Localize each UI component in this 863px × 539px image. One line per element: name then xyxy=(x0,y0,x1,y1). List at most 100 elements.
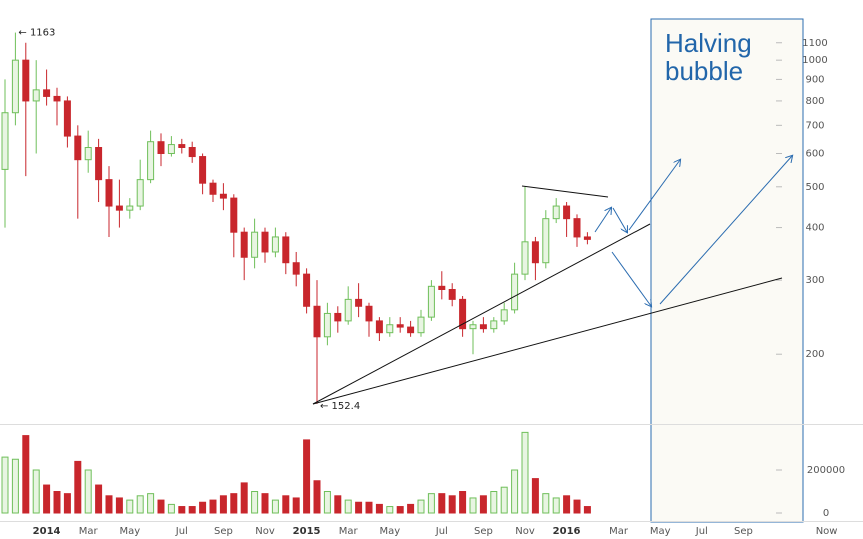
volume-bar xyxy=(303,439,311,514)
x-tick-label: Mar xyxy=(609,526,629,537)
volume-bar xyxy=(521,431,529,514)
candle-body xyxy=(84,147,92,161)
volume-bar xyxy=(126,499,134,514)
x-tick-label: Mar xyxy=(79,526,99,537)
y-tick-label: 200 xyxy=(805,349,824,360)
volume-bar xyxy=(563,495,571,514)
volume-bar xyxy=(95,484,103,514)
x-tick-label: May xyxy=(379,526,400,537)
y-tick-label: 500 xyxy=(805,182,824,193)
volume-bar xyxy=(251,491,259,514)
x-tick-label: Jul xyxy=(175,526,188,537)
x-tick-label: Nov xyxy=(515,526,535,537)
candle-body xyxy=(511,273,519,311)
annotation: ← 1163 xyxy=(18,28,55,39)
x-tick-label: Nov xyxy=(255,526,275,537)
x-tick-label: Sep xyxy=(734,526,753,537)
candle-body xyxy=(32,89,40,102)
volume-bar xyxy=(459,491,467,514)
volume-bar xyxy=(43,484,51,514)
volume-bar xyxy=(500,486,508,514)
x-tick-label: 2016 xyxy=(553,526,581,537)
candle-body xyxy=(542,218,550,264)
volume-bar xyxy=(323,491,331,514)
candle-body xyxy=(448,288,456,300)
volume-bar xyxy=(105,495,113,514)
volume-bar xyxy=(334,495,342,514)
candle-body xyxy=(188,147,196,158)
x-tick-label: 2015 xyxy=(293,526,321,537)
candle-body xyxy=(323,312,331,338)
x-tick-label: Sep xyxy=(474,526,493,537)
x-tick-label: Jul xyxy=(695,526,708,537)
candle-body xyxy=(178,144,186,149)
volume-bar xyxy=(261,493,269,514)
volume-bar xyxy=(167,503,175,514)
candle-body xyxy=(386,324,394,334)
volume-bar xyxy=(292,497,300,514)
candle-body xyxy=(303,273,311,307)
y-tick-label: 800 xyxy=(805,96,824,107)
y-tick-label: 600 xyxy=(805,148,824,159)
candle-body xyxy=(95,147,103,181)
candle-body xyxy=(219,193,227,199)
halving-box xyxy=(650,18,804,523)
candle-body xyxy=(147,141,155,181)
y-tick-label: 700 xyxy=(805,120,824,131)
candle-body xyxy=(365,305,373,322)
candle-body xyxy=(563,205,571,220)
y-tick-label: 900 xyxy=(805,74,824,85)
candle-body xyxy=(74,135,82,161)
candle-body xyxy=(136,179,144,207)
candle-body xyxy=(105,179,113,207)
volume-bar xyxy=(32,469,40,514)
volume-bar xyxy=(74,460,82,514)
candle-body xyxy=(292,262,300,275)
annotation: ← 152.4 xyxy=(320,401,360,412)
volume-bar xyxy=(219,495,227,514)
candle-body xyxy=(500,309,508,322)
volume-bar xyxy=(240,482,248,514)
callout-text: bubble xyxy=(665,56,743,86)
volume-bar xyxy=(136,495,144,514)
candle-body xyxy=(490,320,498,330)
volume-bar xyxy=(417,499,425,514)
y-tick-label: 1000 xyxy=(802,55,827,66)
x-tick-label: May xyxy=(650,526,671,537)
candle-body xyxy=(375,320,383,334)
volume-bar xyxy=(188,506,196,514)
candle-body xyxy=(344,298,352,322)
volume-bar xyxy=(178,506,186,514)
volume-bar xyxy=(282,495,290,514)
projection-arrows xyxy=(594,156,792,306)
y-tick-label: 300 xyxy=(805,275,824,286)
volume-bar xyxy=(63,493,71,514)
volume-bar xyxy=(365,501,373,514)
volume-bar xyxy=(22,435,30,514)
candle-body xyxy=(271,236,279,253)
candle-body xyxy=(531,241,539,264)
volume-bar xyxy=(407,503,415,514)
candle-body xyxy=(334,312,342,322)
volume-bar xyxy=(386,506,394,514)
volume-bar xyxy=(396,506,404,514)
candle-body xyxy=(407,326,415,334)
volume-bar xyxy=(469,497,477,514)
volume-bar xyxy=(542,493,550,514)
candle-body xyxy=(521,241,529,275)
candle-body xyxy=(209,182,217,195)
candle-body xyxy=(53,95,61,102)
volume-bar xyxy=(271,499,279,514)
volume-bar xyxy=(438,493,446,514)
x-tick-label: Now xyxy=(816,526,838,537)
candle-body xyxy=(417,316,425,334)
candle-body xyxy=(261,231,269,253)
candle-body xyxy=(459,298,467,330)
volume-bar xyxy=(511,469,519,514)
volume-bar xyxy=(427,493,435,514)
volume-bar xyxy=(573,499,581,514)
volume-bar xyxy=(531,478,539,514)
y-tick-label: 1100 xyxy=(802,38,827,49)
candle-body xyxy=(251,231,259,258)
